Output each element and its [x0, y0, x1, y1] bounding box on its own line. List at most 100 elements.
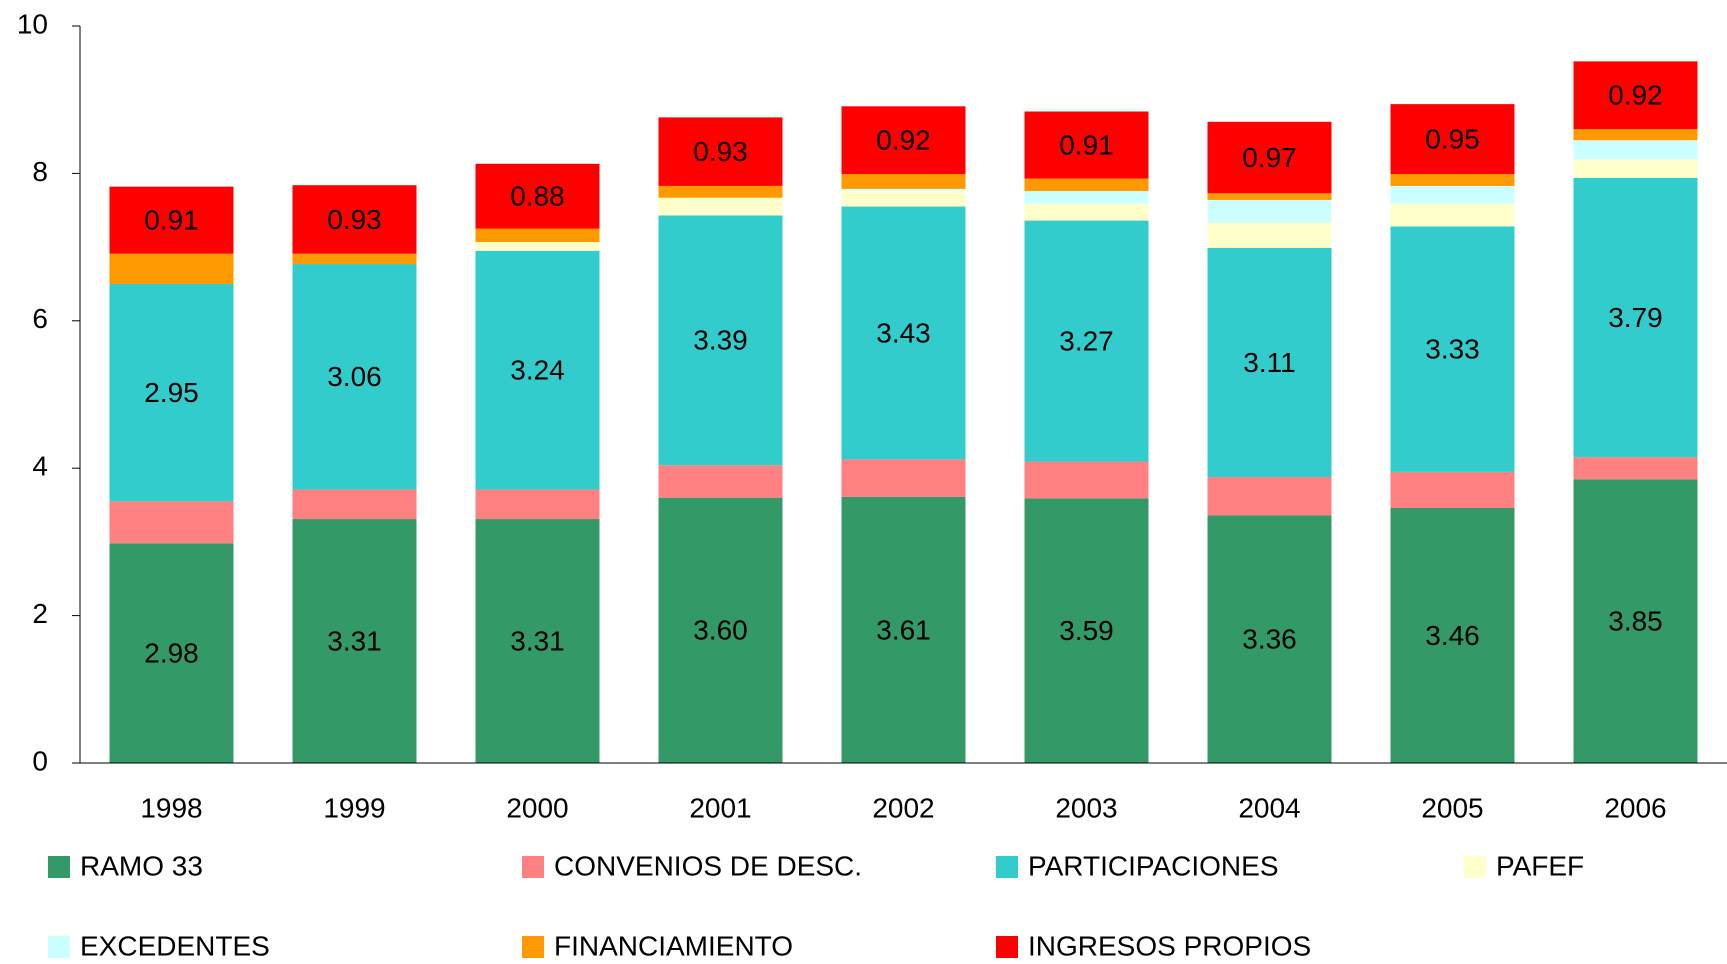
data-label: 0.95: [1425, 124, 1480, 155]
bar-segment: [475, 228, 600, 242]
bar-segment: [1207, 515, 1332, 763]
bar-segment: [292, 489, 417, 520]
data-label: 0.93: [693, 136, 748, 167]
data-label: 3.60: [693, 615, 748, 646]
bar-segment: [841, 106, 966, 175]
data-label: 3.59: [1059, 615, 1114, 646]
y-tick-label: 0: [32, 745, 48, 776]
bar-segment: [475, 163, 600, 229]
data-label: 3.39: [693, 325, 748, 356]
bar-segment: [841, 191, 966, 207]
bar-segment: [292, 253, 417, 265]
legend-swatch: [522, 936, 544, 958]
data-label: 2.98: [144, 638, 199, 669]
legend-label: PARTICIPACIONES: [1028, 850, 1279, 881]
bar-segment: [841, 188, 966, 192]
bar-segment: [1390, 226, 1515, 472]
bar-segment: [1207, 193, 1332, 200]
bar-segment: [1207, 199, 1332, 223]
bar-segment: [475, 241, 600, 251]
legend-swatch: [996, 936, 1018, 958]
data-label: 0.88: [510, 181, 565, 212]
x-tick-label: 2000: [506, 792, 568, 823]
y-tick-label: 6: [32, 303, 48, 334]
bar-segment: [1024, 220, 1149, 462]
x-tick-label: 2005: [1421, 792, 1483, 823]
data-label: 3.31: [327, 625, 382, 656]
bar-segment: [1024, 111, 1149, 179]
x-tick-label: 2003: [1055, 792, 1117, 823]
data-label: 3.79: [1608, 302, 1663, 333]
bar-segment: [841, 206, 966, 460]
bar-segment: [841, 496, 966, 763]
data-label: 3.27: [1059, 325, 1114, 356]
data-label: 0.93: [327, 204, 382, 235]
data-label: 0.91: [144, 205, 199, 236]
bar-segment: [1207, 121, 1332, 194]
bar-segment: [475, 250, 600, 490]
bar-segment: [292, 264, 417, 490]
bar-segment: [658, 197, 783, 216]
bar-segment: [1024, 178, 1149, 192]
y-tick-label: 8: [32, 156, 48, 187]
bar-segment: [1207, 477, 1332, 516]
bar-segment: [841, 174, 966, 189]
bar-segment: [1390, 185, 1515, 204]
legend-swatch: [522, 856, 544, 878]
bar-segment: [1573, 479, 1698, 763]
bar-segment: [1573, 457, 1698, 480]
data-label: 3.36: [1242, 624, 1297, 655]
x-tick-label: 2004: [1238, 792, 1300, 823]
bar-segment: [1024, 461, 1149, 499]
x-tick-label: 2002: [872, 792, 934, 823]
data-label: 3.33: [1425, 334, 1480, 365]
bar-segment: [658, 117, 783, 186]
data-label: 3.31: [510, 625, 565, 656]
bar-segment: [109, 283, 234, 502]
bar-segment: [1207, 222, 1332, 248]
data-label: 3.61: [876, 614, 931, 645]
legend-label: EXCEDENTES: [80, 930, 270, 961]
bar-segment: [292, 185, 417, 254]
y-tick-label: 2: [32, 598, 48, 629]
data-label: 0.92: [876, 125, 931, 156]
x-tick-label: 1999: [323, 792, 385, 823]
legend-swatch: [1464, 856, 1486, 878]
bar-segment: [658, 465, 783, 498]
bar-segment: [1573, 61, 1698, 130]
bar-segment: [1573, 159, 1698, 178]
bar-segment: [1024, 498, 1149, 763]
data-label: 0.91: [1059, 129, 1114, 160]
bar-segment: [1390, 471, 1515, 508]
legend-label: INGRESOS PROPIOS: [1028, 930, 1311, 961]
bar-segment: [1024, 203, 1149, 221]
legend-label: CONVENIOS DE DESC.: [554, 850, 862, 881]
data-label: 3.11: [1243, 347, 1295, 378]
bar-segment: [1390, 174, 1515, 186]
bar-segment: [1390, 203, 1515, 227]
data-label: 3.46: [1425, 620, 1480, 651]
x-tick-label: 2006: [1604, 792, 1666, 823]
bar-segment: [475, 519, 600, 763]
y-tick-label: 10: [17, 8, 48, 39]
bar-segment: [292, 519, 417, 763]
bar-segment: [109, 543, 234, 763]
bar-segment: [1024, 191, 1149, 204]
bar-segment: [109, 501, 234, 544]
bar-segment: [1390, 507, 1515, 763]
data-label: 3.06: [327, 361, 382, 392]
data-label: 3.43: [876, 317, 931, 348]
bar-segment: [109, 253, 234, 284]
data-label: 3.85: [1608, 606, 1663, 637]
legend-label: RAMO 33: [80, 850, 203, 881]
bar-segment: [658, 215, 783, 466]
bar-segment: [658, 185, 783, 198]
legend-swatch: [48, 936, 70, 958]
data-label: 0.97: [1242, 142, 1297, 173]
bar-segment: [658, 497, 783, 763]
legend-label: FINANCIAMIENTO: [554, 930, 793, 961]
y-tick-label: 4: [32, 451, 48, 482]
data-label: 0.92: [1608, 80, 1663, 111]
x-tick-label: 2001: [689, 792, 751, 823]
